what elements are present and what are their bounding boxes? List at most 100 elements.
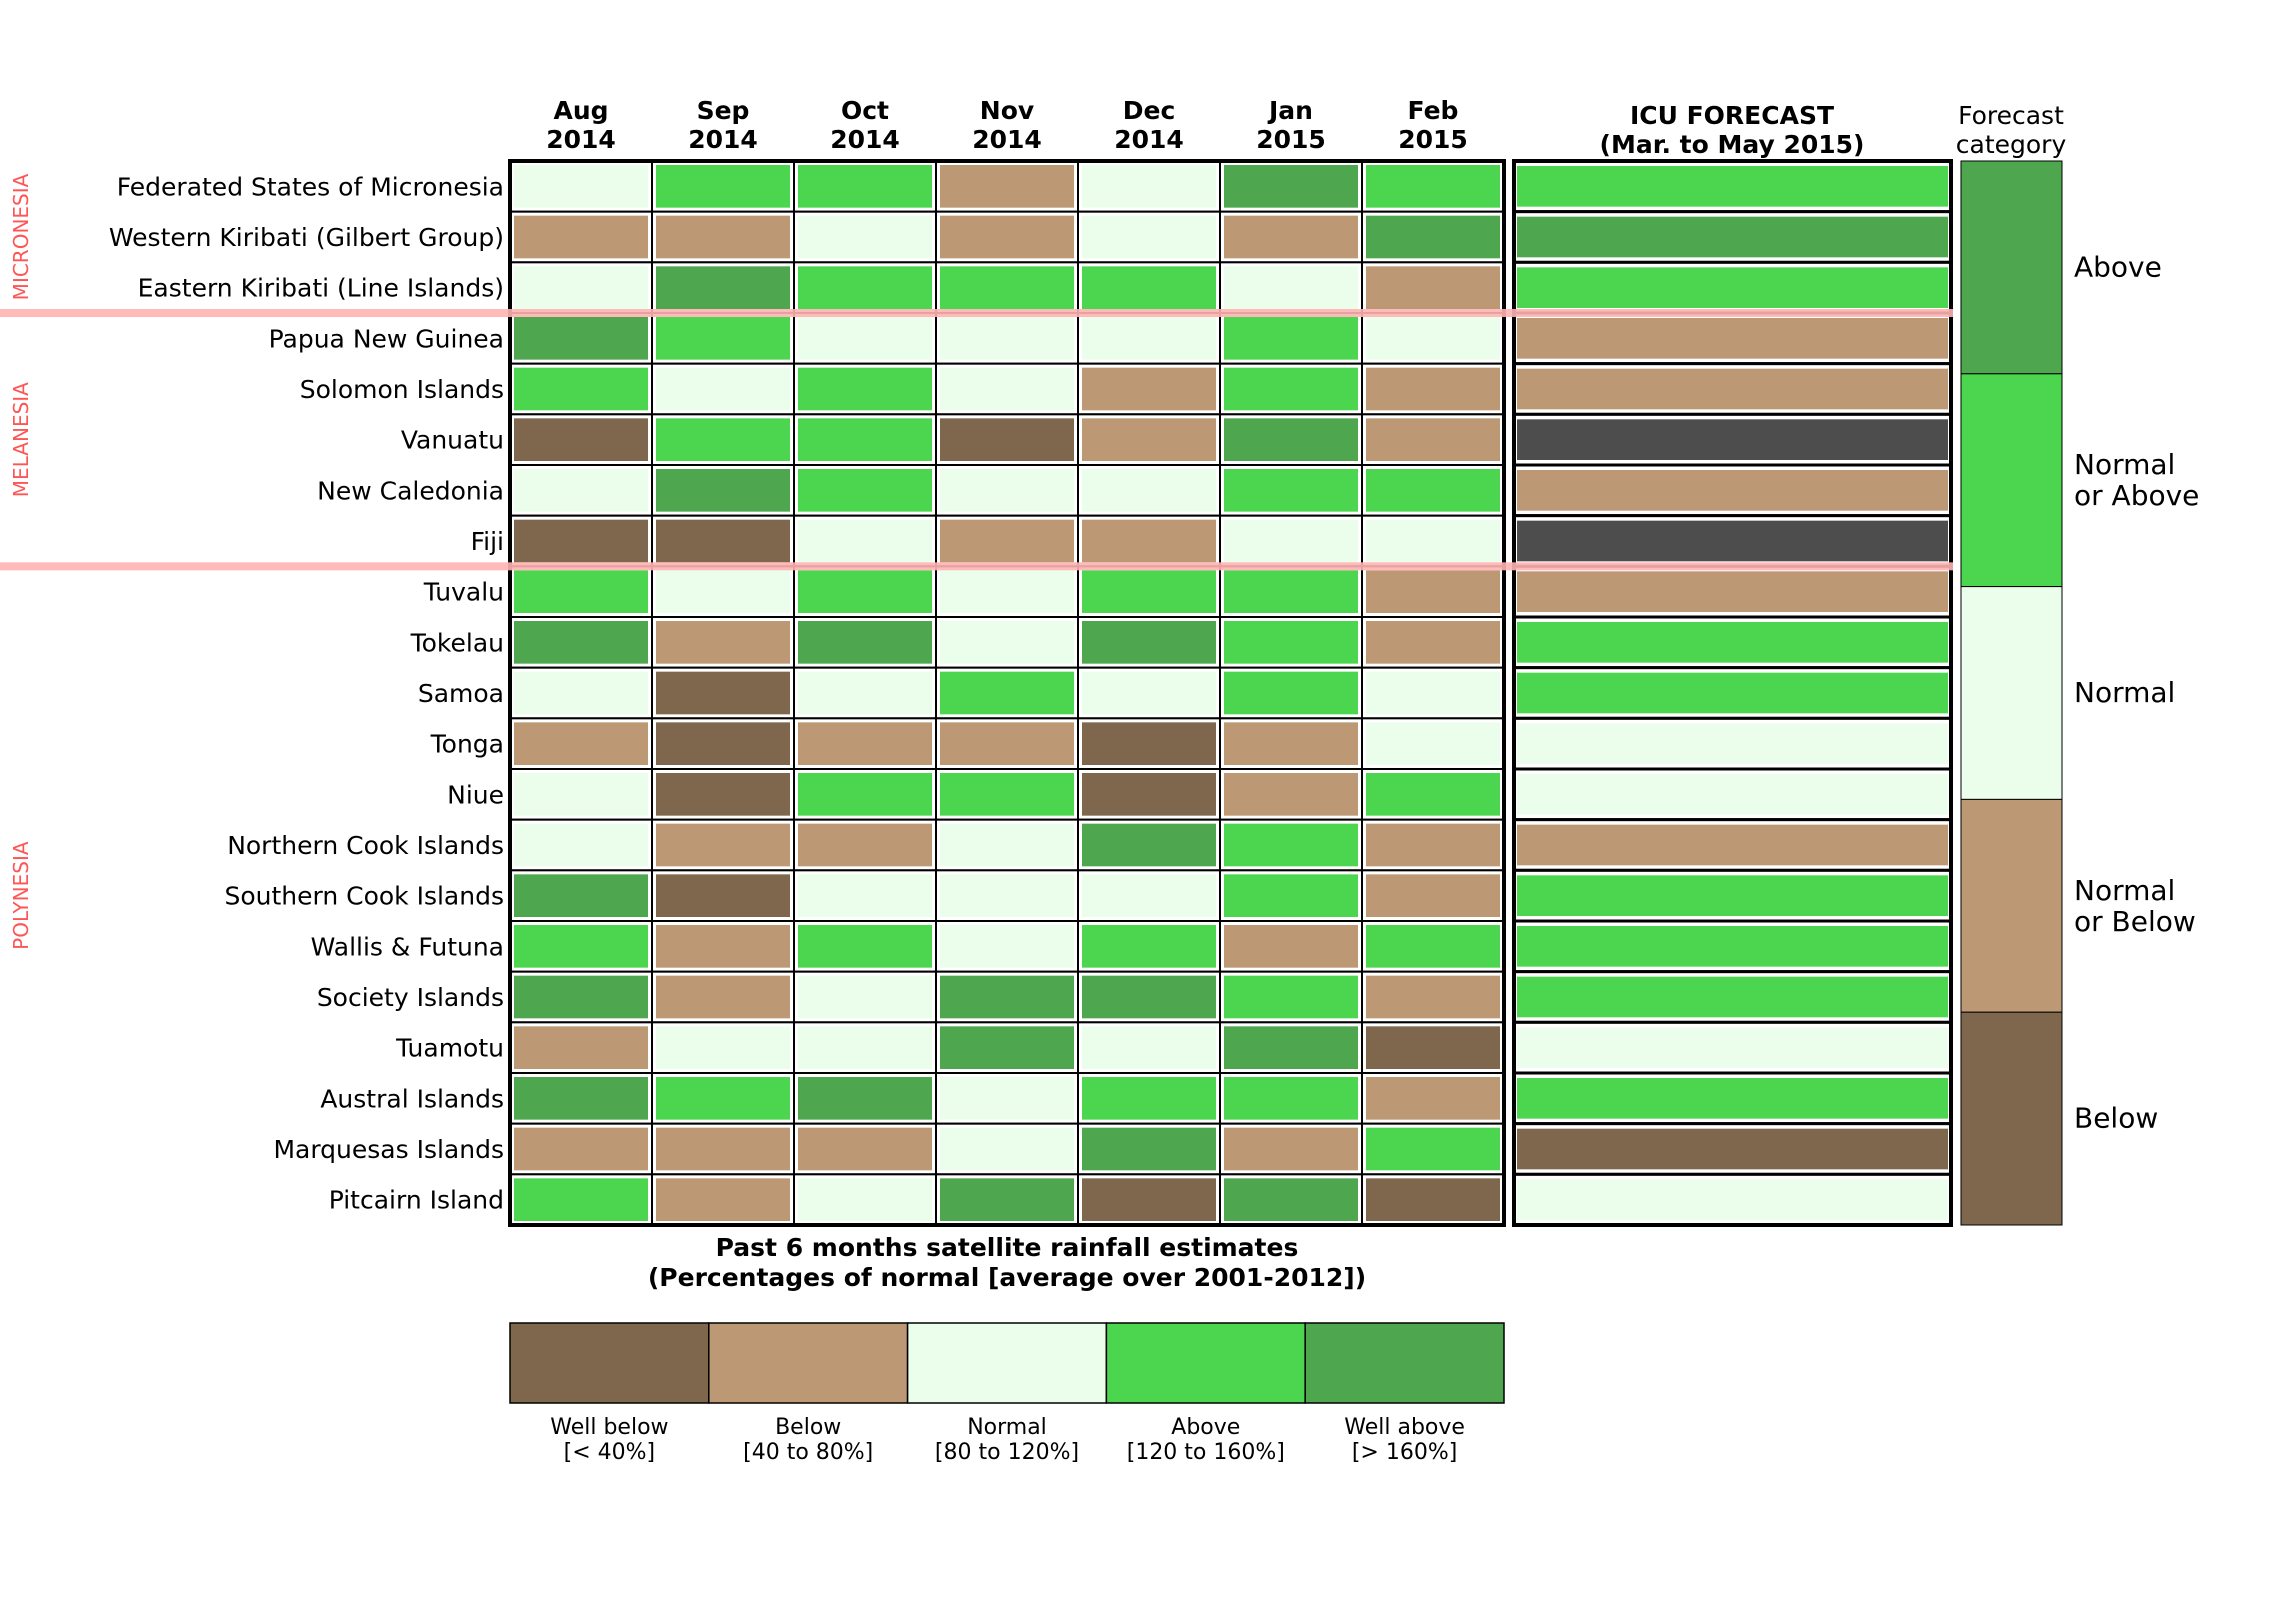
forecast-cell-NormalOrBelow [1517, 571, 1948, 612]
forecast-cell-none [1517, 419, 1948, 460]
cell-N [1082, 1026, 1216, 1069]
cell-B [514, 1026, 648, 1069]
legend-swatch [906, 1322, 1108, 1404]
cell-N [514, 823, 648, 867]
cell-B [940, 165, 1074, 208]
cell-A [798, 165, 932, 208]
cell-N [940, 367, 1074, 411]
forecast-cell-NormalOrBelow [1517, 318, 1948, 359]
row-label: Niue [447, 780, 504, 809]
cell-WA [1082, 621, 1216, 664]
cell-WA [940, 1178, 1074, 1221]
cell-B [798, 823, 932, 867]
forecast-cell-Normal [1517, 723, 1948, 764]
row-label: Tokelau [410, 628, 504, 657]
category-swatch [1960, 798, 2063, 1013]
year-label: 2015 [1256, 125, 1326, 154]
cell-A [798, 367, 932, 411]
row-label: Marquesas Islands [273, 1135, 504, 1164]
category-label: or Above [2074, 479, 2199, 512]
cell-A [656, 165, 790, 208]
cell-A [1366, 165, 1500, 208]
row-label: Society Islands [317, 983, 504, 1012]
cell-WA [798, 1077, 932, 1120]
cell-B [656, 925, 790, 968]
cell-B [514, 1127, 648, 1171]
row-label: Solomon Islands [300, 375, 504, 404]
cell-N [514, 165, 648, 208]
month-label: Feb [1408, 96, 1459, 125]
cell-A [514, 367, 648, 411]
forecast-cell-NormalOrAbove [1517, 166, 1948, 207]
cell-A [1082, 925, 1216, 968]
forecast-cell-NormalOrAbove [1517, 875, 1948, 916]
cell-WA [656, 266, 790, 309]
forecast-title: ICU FORECAST [1630, 101, 1834, 130]
cell-A [798, 570, 932, 613]
year-label: 2014 [972, 125, 1042, 154]
cell-A [798, 773, 932, 816]
cell-B [514, 215, 648, 259]
year-label: 2014 [830, 125, 900, 154]
cell-A [940, 671, 1074, 715]
legend-range: [40 to 80%] [743, 1440, 873, 1465]
legend-swatch [1304, 1322, 1505, 1404]
legend-range: [120 to 160%] [1127, 1440, 1285, 1465]
year-label: 2014 [1114, 125, 1184, 154]
cell-N [798, 1178, 932, 1221]
cell-A [1082, 1077, 1216, 1120]
region-label: MELANESIA [9, 382, 33, 497]
cell-B [940, 519, 1074, 563]
cell-N [656, 570, 790, 613]
cell-WA [1082, 823, 1216, 867]
row-label: Pitcairn Island [329, 1186, 504, 1215]
grid-border [508, 159, 1506, 1227]
cell-N [1082, 215, 1216, 259]
cell-N [940, 1077, 1074, 1120]
cell-N [798, 215, 932, 259]
cell-N [1366, 671, 1500, 715]
cell-N [1082, 317, 1216, 360]
cell-N [798, 519, 932, 563]
row-label: Vanuatu [401, 426, 504, 455]
cell-N [1366, 722, 1500, 765]
month-label: Jan [1267, 96, 1313, 125]
cell-N [1082, 469, 1216, 512]
cell-A [1082, 266, 1216, 309]
cell-B [1366, 418, 1500, 461]
month-label: Aug [553, 96, 608, 125]
cell-B [1224, 925, 1358, 968]
cell-A [1224, 823, 1358, 867]
cell-N [1366, 317, 1500, 360]
cell-N [798, 874, 932, 917]
month-label: Oct [841, 96, 889, 125]
grid-cells [508, 159, 1506, 1227]
cell-B [798, 1127, 932, 1171]
cell-A [1224, 621, 1358, 664]
cell-B [1224, 722, 1358, 765]
cell-A [1224, 874, 1358, 917]
category-swatch [1960, 586, 2063, 800]
cell-N [514, 773, 648, 816]
forecast-cell-NormalOrBelow [1517, 824, 1948, 866]
region-separator [0, 309, 1953, 317]
cell-N [1224, 266, 1358, 309]
cell-WA [1224, 1178, 1358, 1221]
row-label: Papua New Guinea [269, 324, 504, 353]
month-label: Dec [1123, 96, 1176, 125]
row-label: Tuamotu [395, 1034, 504, 1063]
cell-WA [514, 874, 648, 917]
cell-N [656, 1026, 790, 1069]
forecast-cell-NormalOrAbove [1517, 976, 1948, 1018]
cell-WB [656, 519, 790, 563]
cell-B [656, 621, 790, 664]
cell-A [514, 570, 648, 613]
legend-range: [> 160%] [1352, 1440, 1458, 1465]
cell-WB [1082, 773, 1216, 816]
category-label: Normal [2074, 676, 2175, 709]
month-label: Sep [697, 96, 750, 125]
month-label: Nov [980, 96, 1034, 125]
cell-N [940, 570, 1074, 613]
cell-B [940, 215, 1074, 259]
cell-A [798, 469, 932, 512]
